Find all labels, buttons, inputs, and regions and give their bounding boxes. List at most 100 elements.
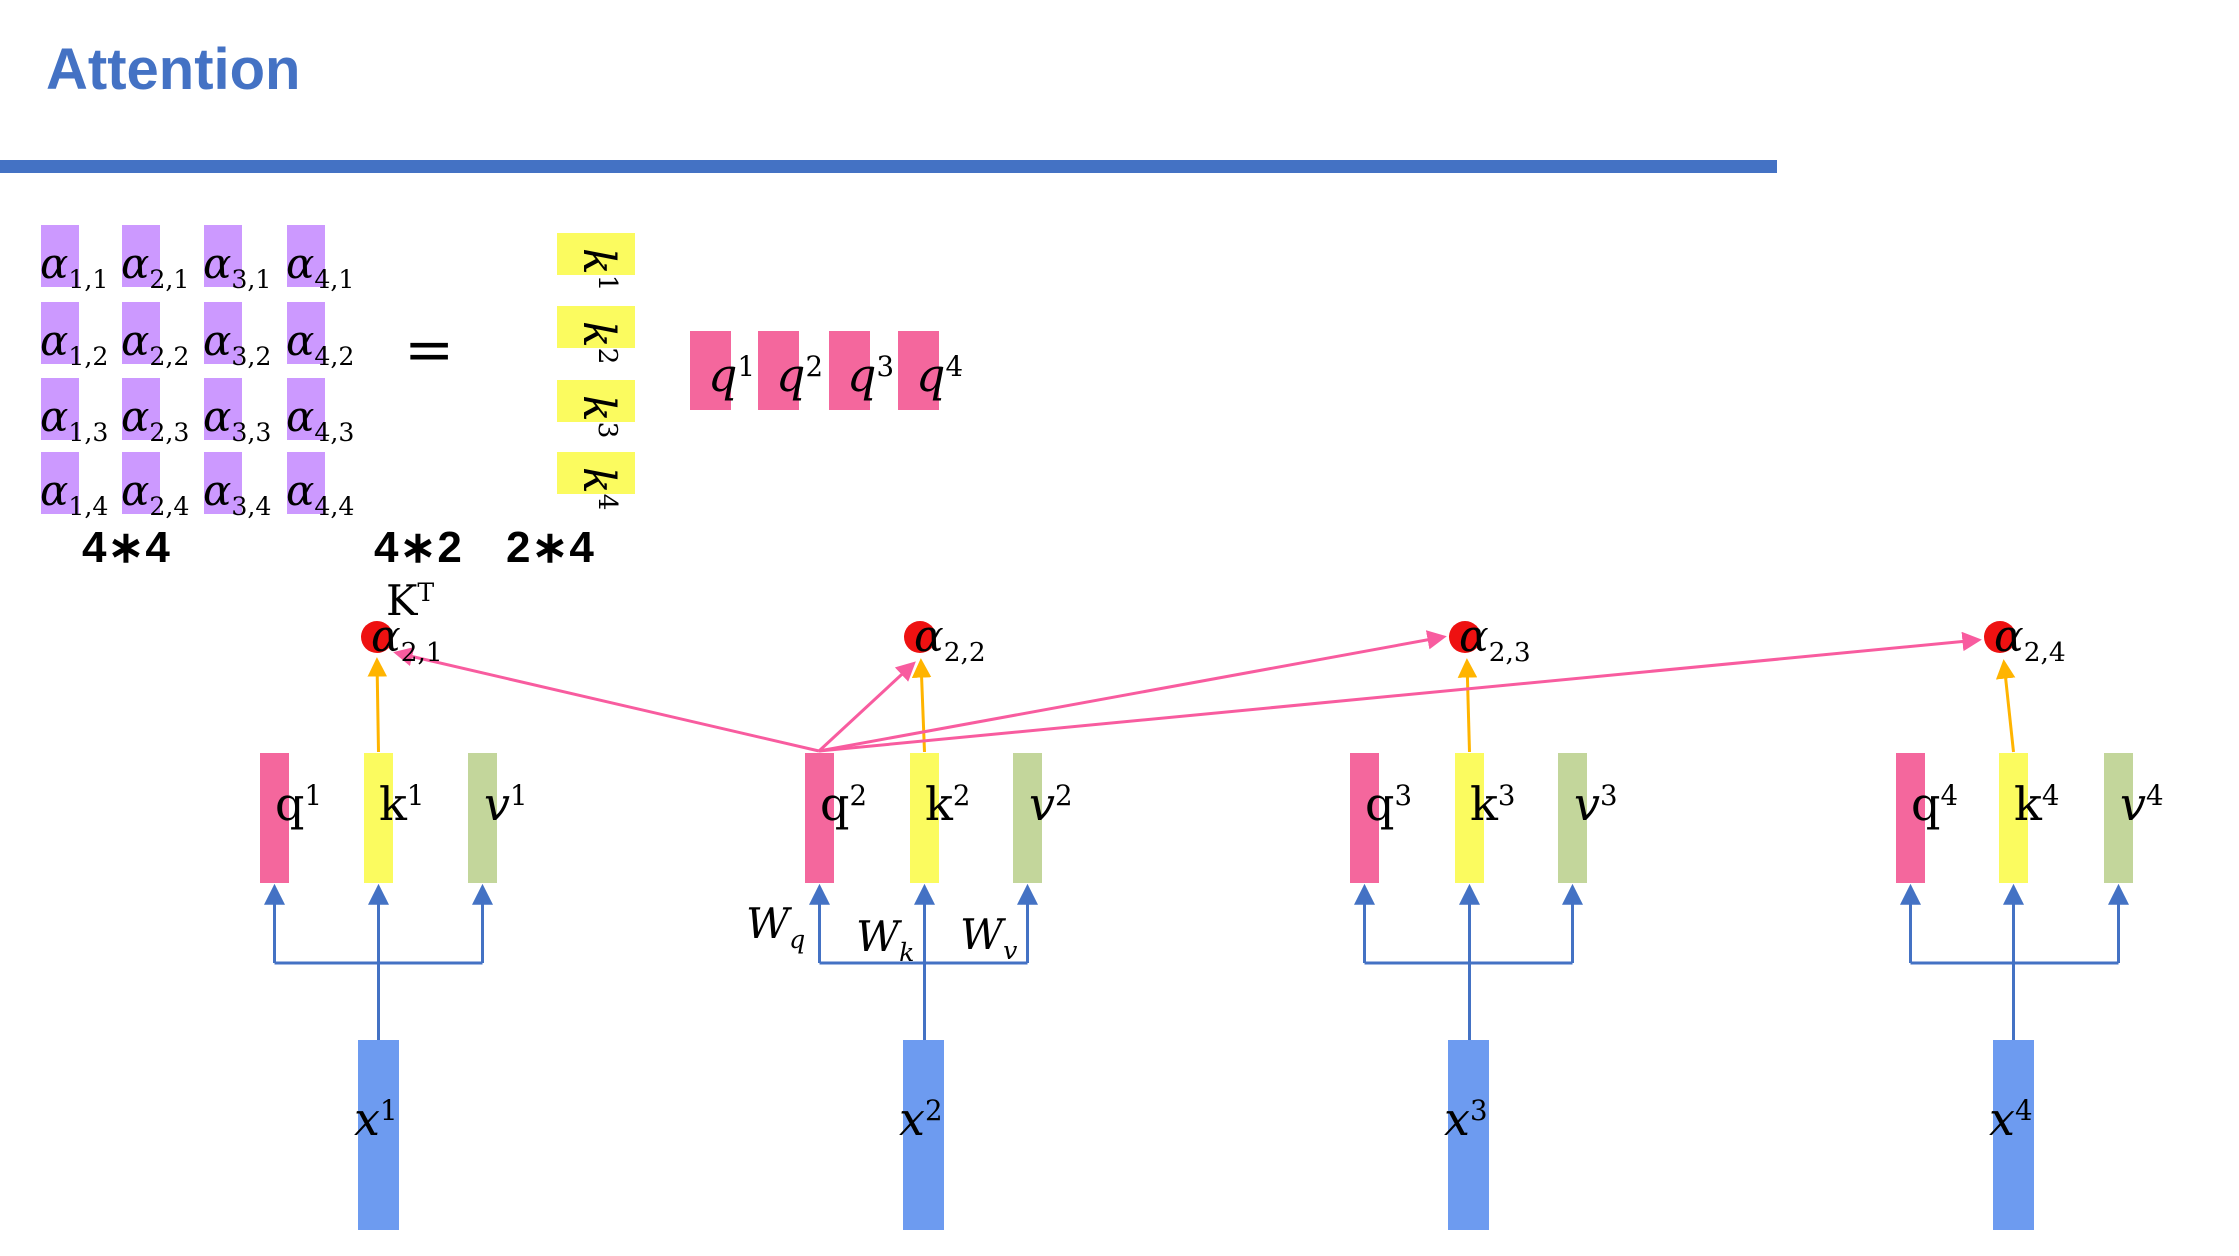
alpha-highlight [41,378,79,440]
x-input-label: x3 [1444,1092,1488,1146]
alpha-highlight [122,302,160,364]
q-vector-bar [260,753,289,883]
v-vector-bar [1558,753,1587,883]
attention-score-node [361,621,393,653]
alpha-cell-label: α1,1 [40,239,109,294]
x-input-label: x2 [899,1092,943,1146]
query-score-arrow [393,647,820,753]
v-vector-bar [468,753,497,883]
key-score-arrow [911,658,932,753]
key-score-arrow [1995,659,2016,753]
q-vector-label: q4 [1911,777,1959,831]
attention-score-label: α2,1 [371,611,443,669]
k-vector-label: k3 [1470,777,1516,831]
q-vector-bar [1350,753,1379,883]
alpha-highlight [204,225,242,287]
alpha-matrix-dim: 4∗4 [82,523,171,572]
x-input-bar [903,1040,944,1230]
alpha-highlight [122,378,160,440]
q-col-label: q1 [708,348,756,402]
k-vector-label: k4 [2014,777,2060,831]
alpha-cell-label: α3,3 [203,392,272,447]
k-row-label: k4 [573,467,624,511]
alpha-cell-label: α4,4 [286,466,355,521]
x-input-bar [1448,1040,1489,1230]
k-row-label: k3 [573,395,624,439]
alpha-cell-label: α1,2 [40,316,109,371]
x-input-label: x1 [354,1092,398,1146]
weight-k-label: Wk [856,912,915,967]
alpha-cell-label: α2,2 [121,316,190,371]
k-vector-bar [364,753,393,883]
alpha-cell-label: α3,1 [203,239,272,294]
k-row-rect [557,306,635,348]
k-vector-bar [1999,753,2028,883]
alpha-highlight [287,452,325,514]
attention-score-node [1984,621,2016,653]
alpha-cell-label: α4,3 [286,392,355,447]
alpha-highlight [122,452,160,514]
q-col-label: q3 [847,348,895,402]
k-row-rect [557,380,635,422]
alpha-highlight [204,302,242,364]
k-matrix-dim: 4∗2 [374,523,463,572]
q-col-rect [690,331,731,410]
query-score-arrow [818,630,1447,753]
alpha-cell-label: α2,1 [121,239,190,294]
attention-score-label: α2,2 [914,611,986,669]
attention-score-label: α2,3 [1459,611,1531,669]
title-underline-rule [0,160,1777,173]
alpha-highlight [287,378,325,440]
q-vector-label: q2 [820,777,868,831]
key-score-arrow [367,657,388,753]
alpha-highlight [287,225,325,287]
v-vector-label: v3 [1574,777,1618,831]
k-vector-bar [910,753,939,883]
alpha-cell-label: α2,3 [121,392,190,447]
q-matrix-dim: 2∗4 [506,523,595,572]
alpha-highlight [204,378,242,440]
q-vector-label: q3 [1365,777,1413,831]
x-input-label: x4 [1989,1092,2033,1146]
alpha-cell-label: α4,2 [286,316,355,371]
alpha-cell-label: α4,1 [286,239,355,294]
k-vector-label: k2 [925,777,971,831]
alpha-cell-label: α3,2 [203,316,272,371]
q-vector-bar [1896,753,1925,883]
query-score-arrow [817,661,916,753]
q-col-label: q4 [916,348,964,402]
key-score-arrow [1457,658,1478,753]
alpha-highlight [41,225,79,287]
k-row-rect [557,452,635,494]
q-col-rect [829,331,870,410]
alpha-highlight [41,452,79,514]
q-col-rect [898,331,939,410]
k-row-rect [557,233,635,275]
equals-sign: = [404,315,455,385]
v-vector-bar [2104,753,2133,883]
x-input-bar [1993,1040,2034,1230]
q-vector-bar [805,753,834,883]
alpha-highlight [204,452,242,514]
attention-score-label: α2,4 [1994,611,2066,669]
q-vector-label: q1 [275,777,323,831]
alpha-cell-label: α2,4 [121,466,190,521]
alpha-highlight [287,302,325,364]
alpha-cell-label: α1,4 [40,466,109,521]
k-transpose-label: KT [386,576,435,625]
query-score-arrow [818,631,1982,753]
weight-v-label: Wv [960,910,1018,965]
k-vector-label: k1 [379,777,425,831]
x-input-bar [358,1040,399,1230]
k-row-label: k2 [573,321,624,365]
alpha-highlight [41,302,79,364]
page-title: Attention [46,37,301,102]
alpha-highlight [122,225,160,287]
k-vector-bar [1455,753,1484,883]
v-vector-label: v4 [2120,777,2164,831]
v-vector-bar [1013,753,1042,883]
alpha-cell-label: α3,4 [203,466,272,521]
v-vector-label: v2 [1029,777,1073,831]
